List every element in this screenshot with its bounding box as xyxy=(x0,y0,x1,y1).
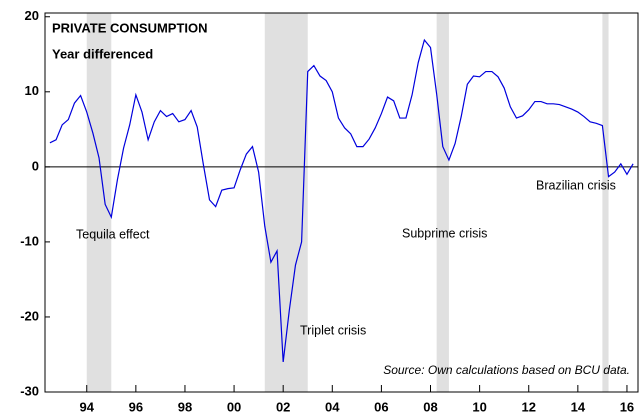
x-tick-label: 00 xyxy=(227,399,241,414)
data-line xyxy=(49,38,634,363)
y-tick-label: -20 xyxy=(20,308,39,323)
x-tick-label: 02 xyxy=(276,399,290,414)
annotation: Brazilian crisis xyxy=(536,178,616,192)
x-tick-label: 14 xyxy=(571,399,586,414)
x-tick-label: 16 xyxy=(620,399,634,414)
y-tick-label: 20 xyxy=(25,8,39,23)
shaded-period xyxy=(602,13,609,392)
annotation: Tequila effect xyxy=(76,227,150,241)
x-tick-label: 12 xyxy=(521,399,535,414)
shaded-period xyxy=(436,13,449,392)
x-tick-label: 08 xyxy=(423,399,437,414)
chart-title: PRIVATE CONSUMPTION xyxy=(52,20,208,35)
annotation: Triplet crisis xyxy=(300,323,366,337)
y-tick-label: -10 xyxy=(20,233,39,248)
y-tick-label: 10 xyxy=(25,83,39,98)
x-tick-label: 04 xyxy=(325,399,340,414)
source-note: Source: Own calculations based on BCU da… xyxy=(383,363,630,377)
shaded-period xyxy=(264,13,308,392)
x-tick-label: 10 xyxy=(472,399,486,414)
x-tick-label: 96 xyxy=(129,399,143,414)
x-tick-label: 06 xyxy=(374,399,388,414)
y-tick-label: -30 xyxy=(20,383,39,398)
plot-frame xyxy=(44,12,639,393)
chart-subtitle: Year differenced xyxy=(52,46,153,61)
x-tick-label: 94 xyxy=(80,399,95,414)
shaded-period xyxy=(86,13,112,392)
annotation: Subprime crisis xyxy=(402,226,487,240)
x-tick-label: 98 xyxy=(178,399,192,414)
y-tick-label: 0 xyxy=(32,158,39,173)
